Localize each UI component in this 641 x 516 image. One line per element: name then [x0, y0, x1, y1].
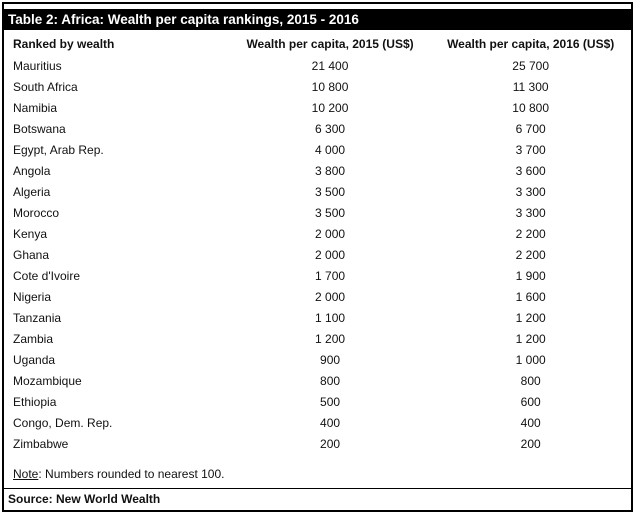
country-cell: Mozambique [13, 373, 82, 388]
country-cell: Cote d'Ivoire [13, 268, 80, 283]
value-2015-cell: 1 200 [315, 331, 346, 346]
column-header-ranked-by-wealth: Ranked by wealth [13, 36, 115, 51]
source-text: Source: New World Wealth [8, 492, 161, 506]
country-cell: Kenya [13, 226, 48, 241]
value-2015-cell: 3 500 [315, 205, 346, 220]
table-title-bar: Table 2: Africa: Wealth per capita ranki… [4, 9, 631, 30]
table-row: South Africa 10 800 11 300 [4, 76, 631, 97]
table-row: Morocco 3 500 3 300 [4, 202, 631, 223]
value-2015-cell: 6 300 [315, 121, 346, 136]
table-row: Mozambique 800 800 [4, 370, 631, 391]
note: Note: Numbers rounded to nearest 100. [4, 464, 631, 484]
table-row: Kenya 2 000 2 200 [4, 223, 631, 244]
value-2016-cell: 200 [520, 436, 541, 451]
column-header-wealth-2016: Wealth per capita, 2016 (US$) [447, 36, 615, 51]
country-cell: Algeria [13, 184, 51, 199]
spacer [4, 454, 631, 464]
source-row: Source: New World Wealth [4, 488, 631, 510]
country-cell: Nigeria [13, 289, 52, 304]
country-cell: Egypt, Arab Rep. [13, 142, 104, 157]
value-2016-cell: 1 900 [515, 268, 546, 283]
country-cell: Namibia [13, 100, 58, 115]
table-row: Cote d'Ivoire 1 700 1 900 [4, 265, 631, 286]
country-cell: Ethiopia [13, 394, 57, 409]
value-2015-cell: 3 800 [315, 163, 346, 178]
value-2015-cell: 2 000 [315, 247, 346, 262]
value-2016-cell: 800 [520, 373, 541, 388]
table-row: Zimbabwe 200 200 [4, 433, 631, 454]
value-2015-cell: 10 800 [311, 79, 349, 94]
table-row: Tanzania 1 100 1 200 [4, 307, 631, 328]
value-2016-cell: 1 200 [515, 310, 546, 325]
country-cell: Uganda [13, 352, 56, 367]
country-cell: Angola [13, 163, 51, 178]
table-row: Algeria 3 500 3 300 [4, 181, 631, 202]
table-row: Uganda 900 1 000 [4, 349, 631, 370]
value-2015-cell: 400 [320, 415, 341, 430]
country-cell: Congo, Dem. Rep. [13, 415, 113, 430]
value-2016-cell: 1 000 [515, 352, 546, 367]
country-cell: Zimbabwe [13, 436, 69, 451]
table-row: Egypt, Arab Rep. 4 000 3 700 [4, 139, 631, 160]
table-row: Zambia 1 200 1 200 [4, 328, 631, 349]
table-frame: Table 2: Africa: Wealth per capita ranki… [2, 2, 633, 512]
country-cell: Morocco [13, 205, 60, 220]
value-2015-cell: 21 400 [311, 58, 349, 73]
value-2015-cell: 900 [320, 352, 341, 367]
value-2015-cell: 200 [320, 436, 341, 451]
value-2015-cell: 2 000 [315, 226, 346, 241]
value-2016-cell: 2 200 [515, 226, 546, 241]
value-2015-cell: 800 [320, 373, 341, 388]
table-row: Ethiopia 500 600 [4, 391, 631, 412]
column-header-wealth-2015: Wealth per capita, 2015 (US$) [246, 36, 414, 51]
table-row: Angola 3 800 3 600 [4, 160, 631, 181]
country-cell: Zambia [13, 331, 54, 346]
table-row: Congo, Dem. Rep. 400 400 [4, 412, 631, 433]
value-2015-cell: 4 000 [315, 142, 346, 157]
table-row: Ghana 2 000 2 200 [4, 244, 631, 265]
table-title: Table 2: Africa: Wealth per capita ranki… [8, 12, 359, 27]
value-2016-cell: 3 300 [515, 205, 546, 220]
table-body: Mauritius 21 400 25 700 South Africa 10 … [4, 55, 631, 454]
country-cell: Botswana [13, 121, 66, 136]
value-2016-cell: 2 200 [515, 247, 546, 262]
value-2016-cell: 400 [520, 415, 541, 430]
country-cell: Ghana [13, 247, 50, 262]
country-cell: Tanzania [13, 310, 62, 325]
value-2016-cell: 25 700 [512, 58, 549, 73]
value-2015-cell: 1 100 [315, 310, 346, 325]
value-2015-cell: 500 [320, 394, 341, 409]
value-2016-cell: 10 800 [512, 100, 549, 115]
value-2015-cell: 3 500 [315, 184, 346, 199]
value-2016-cell: 600 [520, 394, 541, 409]
value-2015-cell: 1 700 [315, 268, 346, 283]
value-2016-cell: 1 200 [515, 331, 546, 346]
value-2016-cell: 1 600 [515, 289, 546, 304]
value-2016-cell: 3 300 [515, 184, 546, 199]
value-2016-cell: 6 700 [515, 121, 546, 136]
country-cell: Mauritius [13, 58, 62, 73]
table-row: Nigeria 2 000 1 600 [4, 286, 631, 307]
value-2015-cell: 2 000 [315, 289, 346, 304]
table-row: Botswana 6 300 6 700 [4, 118, 631, 139]
table-row: Namibia 10 200 10 800 [4, 97, 631, 118]
value-2016-cell: 3 600 [515, 163, 546, 178]
country-cell: South Africa [13, 79, 78, 94]
note-label: Note [13, 467, 39, 481]
value-2016-cell: 11 300 [512, 79, 549, 94]
note-text: : Numbers rounded to nearest 100. [38, 467, 225, 481]
table-header-row: Ranked by wealth Wealth per capita, 2015… [4, 32, 631, 55]
table-row: Mauritius 21 400 25 700 [4, 55, 631, 76]
value-2016-cell: 3 700 [515, 142, 546, 157]
value-2015-cell: 10 200 [311, 100, 349, 115]
